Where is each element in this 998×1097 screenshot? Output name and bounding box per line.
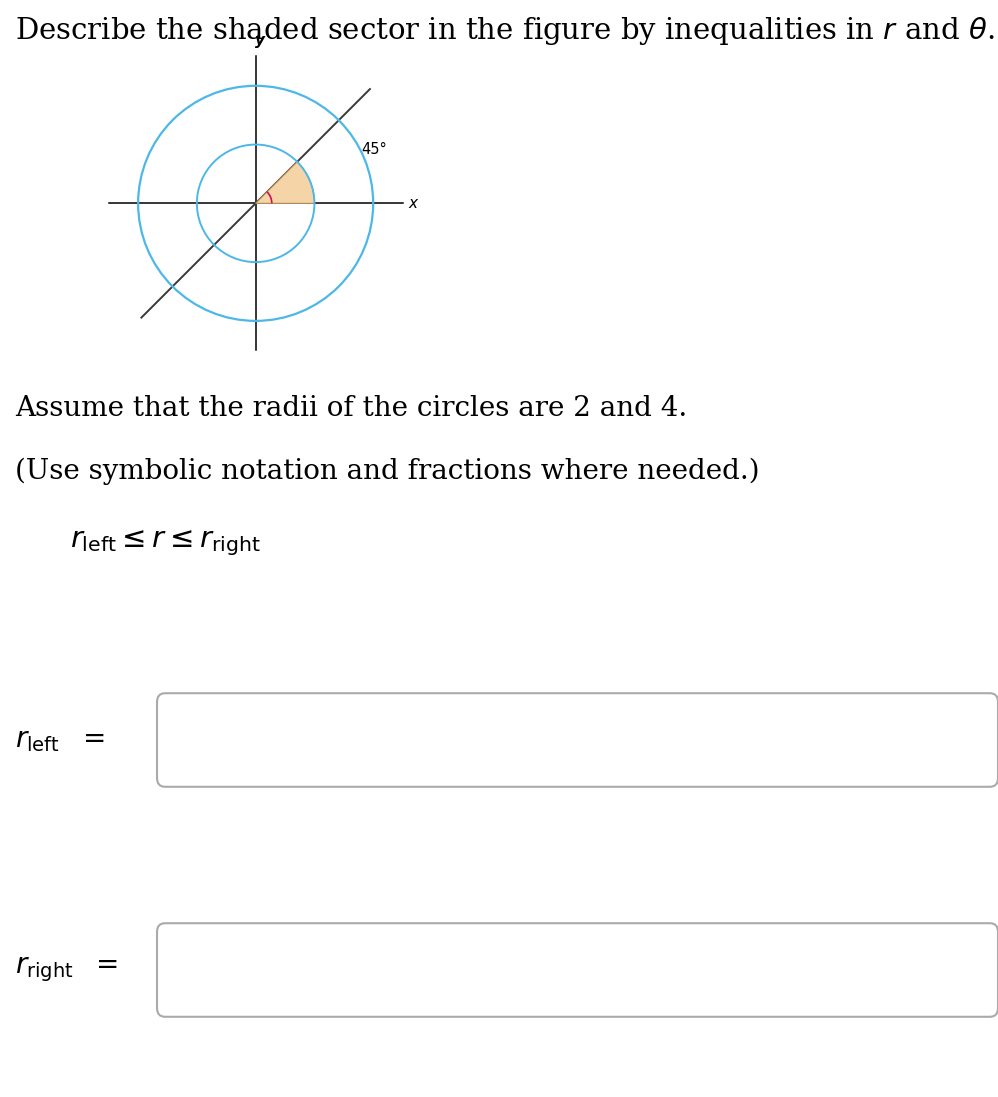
Text: $r_{\mathrm{left}}$  $=$: $r_{\mathrm{left}}$ $=$ [15,726,105,754]
Text: (Use symbolic notation and fractions where needed.): (Use symbolic notation and fractions whe… [15,459,759,485]
Wedge shape [255,161,314,203]
Text: $r_{\mathrm{right}}$  $=$: $r_{\mathrm{right}}$ $=$ [15,955,119,984]
Text: Describe the shaded sector in the figure by inequalities in $\mathit{r}$ and $\m: Describe the shaded sector in the figure… [15,15,995,47]
Text: Assume that the radii of the circles are 2 and 4.: Assume that the radii of the circles are… [15,395,688,422]
FancyBboxPatch shape [157,693,998,787]
Text: $r_{\mathrm{left}} \leq r \leq r_{\mathrm{right}}$: $r_{\mathrm{left}} \leq r \leq r_{\mathr… [70,528,261,557]
Text: 45°: 45° [361,143,387,158]
FancyBboxPatch shape [157,924,998,1017]
Text: x: x [408,196,417,211]
Text: y: y [255,33,265,47]
